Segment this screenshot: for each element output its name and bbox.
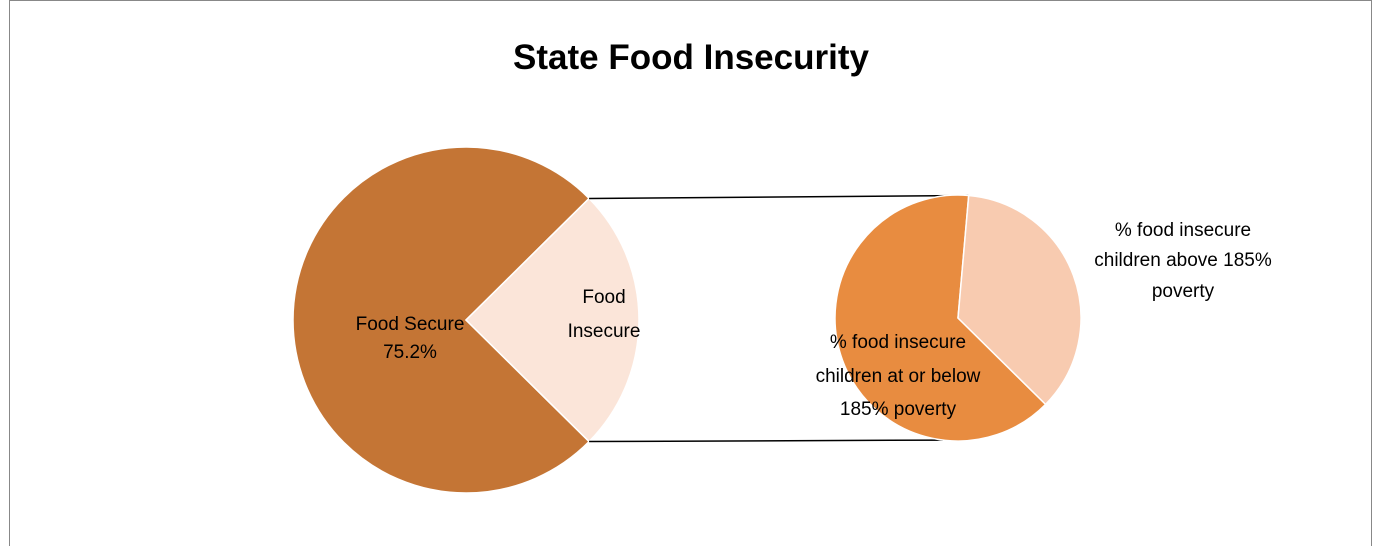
slice-at-or-below-185-poverty <box>834 194 1047 442</box>
connector-line-top <box>589 194 969 200</box>
label-food-insecure-l1: Food <box>582 287 625 308</box>
breakout-pie <box>834 194 1082 442</box>
main-pie <box>292 146 640 494</box>
chart-title: State Food Insecurity <box>513 38 869 77</box>
connector-lines <box>589 194 969 443</box>
label-food-secure-pct: 75.2% <box>383 342 437 363</box>
label-food-secure: Food Secure <box>356 314 465 335</box>
label-below-185-l3: 185% poverty <box>840 399 957 420</box>
label-above-185-l3: poverty <box>1152 281 1215 302</box>
slice-food-insecure <box>464 197 640 443</box>
slice-above-185-poverty <box>957 194 1082 406</box>
chart-frame <box>9 0 1372 546</box>
connector-line-bottom <box>589 439 944 443</box>
label-above-185-l1: % food insecure <box>1115 220 1251 241</box>
slice-food-secure <box>292 146 591 494</box>
label-above-185-l2: children above 185% <box>1094 250 1272 271</box>
label-below-185-l1: % food insecure <box>830 332 966 353</box>
label-below-185-l2: children at or below <box>816 366 981 387</box>
label-food-insecure-l2: Insecure <box>568 321 641 342</box>
